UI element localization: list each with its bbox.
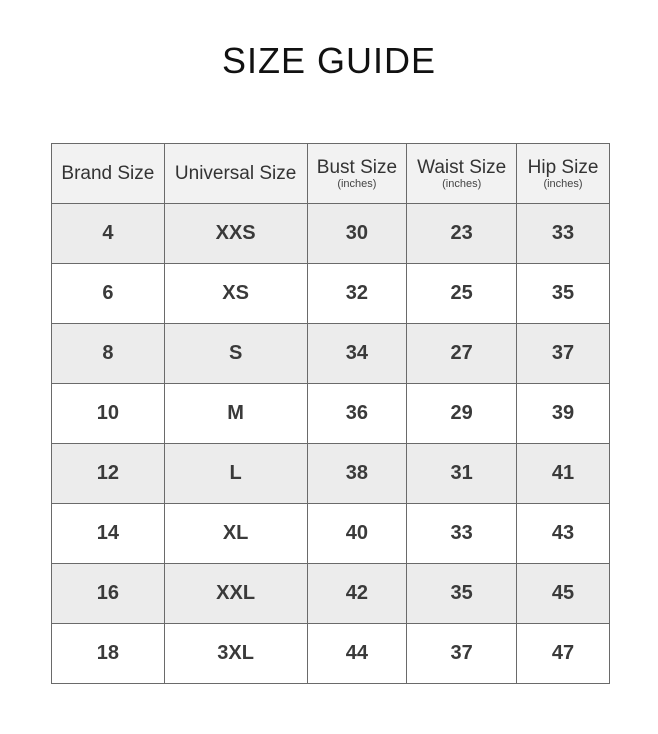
table-cell: 43 — [516, 503, 610, 564]
column-header: Waist Size (inches) — [406, 143, 518, 204]
table-row: 14 XL 40 33 43 — [51, 503, 610, 564]
header-row: Brand Size Universal Size Bust Size (inches… — [51, 143, 610, 204]
table-cell: 37 — [516, 323, 610, 384]
table-cell: 38 — [306, 443, 408, 504]
column-header-label: Universal Size — [174, 162, 297, 184]
table-cell: 39 — [516, 383, 610, 444]
table-cell: 37 — [406, 623, 518, 684]
table-cell: XXL — [163, 563, 308, 624]
table-cell: 8 — [51, 323, 165, 384]
table-cell: 10 — [51, 383, 165, 444]
table-cell: 33 — [406, 503, 518, 564]
table-cell: XL — [163, 503, 308, 564]
table-cell: 27 — [406, 323, 518, 384]
table-cell: L — [163, 443, 308, 504]
table-row: 16 XXL 42 35 45 — [51, 563, 610, 624]
table-cell: 23 — [406, 203, 518, 264]
column-header: Universal Size — [163, 143, 308, 204]
table-cell: 14 — [51, 503, 165, 564]
table-cell: 25 — [406, 263, 518, 324]
table-cell: 33 — [516, 203, 610, 264]
table-cell: XXS — [163, 203, 308, 264]
table-cell: 3XL — [163, 623, 308, 684]
table-cell: 35 — [406, 563, 518, 624]
column-header: Bust Size (inches) — [306, 143, 408, 204]
table-cell: 45 — [516, 563, 610, 624]
table-cell: 32 — [306, 263, 408, 324]
page-title: SIZE GUIDE — [221, 40, 437, 81]
table-cell: 18 — [51, 623, 165, 684]
table-cell: 44 — [306, 623, 408, 684]
column-header-label: Brand Size — [61, 162, 155, 184]
table-cell: S — [163, 323, 308, 384]
table-cell: 31 — [406, 443, 518, 504]
table-cell: 47 — [516, 623, 610, 684]
table-row: 18 3XL 44 37 47 — [51, 623, 610, 684]
table-row: 12 L 38 31 41 — [51, 443, 610, 504]
table-cell: XS — [163, 263, 308, 324]
column-header-unit: (inches) — [337, 177, 377, 190]
table-cell: 35 — [516, 263, 610, 324]
column-header-unit: (inches) — [442, 177, 482, 190]
table-cell: 41 — [516, 443, 610, 504]
table-cell: M — [163, 383, 308, 444]
table-cell: 4 — [51, 203, 165, 264]
table-cell: 42 — [306, 563, 408, 624]
table-row: 6 XS 32 25 35 — [51, 263, 610, 324]
column-header-label: Hip Size — [527, 156, 599, 178]
table-cell: 16 — [51, 563, 165, 624]
table-row: 4 XXS 30 23 33 — [51, 203, 610, 264]
column-header-label: Bust Size — [316, 156, 398, 178]
table-row: 10 M 36 29 39 — [51, 383, 610, 444]
column-header-unit: (inches) — [543, 177, 583, 190]
column-header: Brand Size — [51, 143, 165, 204]
size-guide-table: Brand Size Universal Size Bust Size (inches… — [51, 143, 610, 684]
table-cell: 6 — [51, 263, 165, 324]
table-cell: 36 — [306, 383, 408, 444]
column-header: Hip Size (inches) — [516, 143, 610, 204]
table-cell: 34 — [306, 323, 408, 384]
table-cell: 40 — [306, 503, 408, 564]
table-cell: 30 — [306, 203, 408, 264]
table-cell: 12 — [51, 443, 165, 504]
column-header-label: Waist Size — [417, 156, 507, 178]
table-cell: 29 — [406, 383, 518, 444]
table-row: 8 S 34 27 37 — [51, 323, 610, 384]
